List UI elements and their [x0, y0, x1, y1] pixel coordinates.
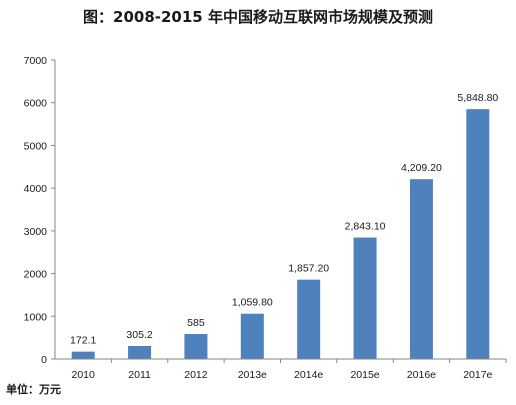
- data-label-2012: 585: [187, 317, 205, 329]
- data-label-2016e: 4,209.20: [401, 162, 442, 174]
- data-label-2011: 305.2: [126, 329, 152, 341]
- y-tick-label: 5000: [24, 140, 48, 152]
- bar-series: 172.1 305.2 585 1,059.80 1,857.20 2,843.10 4,2…: [70, 92, 498, 359]
- x-axis: 2010 2011 2012 2013e 2014e 2015e 2016e 2017e: [55, 358, 507, 381]
- data-label-2014e: 1,857.20: [288, 263, 329, 275]
- x-tick-label-2011: 2011: [128, 369, 151, 381]
- x-tick-label-2014e: 2014e: [294, 369, 323, 381]
- y-tick-label: 7000: [24, 55, 48, 67]
- bar-2013e: [240, 313, 264, 359]
- y-tick-label: 1000: [24, 311, 48, 323]
- bar-2015e: [353, 237, 377, 359]
- data-label-2015e: 2,843.10: [345, 221, 386, 233]
- bar-2011: [128, 345, 152, 359]
- x-tick-label-2010: 2010: [72, 369, 96, 381]
- y-tick-label: 2000: [24, 269, 48, 281]
- y-axis: 0 1000 2000 3000 4000 5000 6000 7000: [24, 55, 56, 366]
- bar-2012: [184, 334, 208, 359]
- bar-2010: [71, 351, 95, 359]
- y-tick-label: 0: [41, 354, 47, 366]
- x-tick-label-2013e: 2013e: [238, 369, 267, 381]
- bar-2014e: [297, 279, 321, 359]
- data-label-2017e: 5,848.80: [457, 92, 498, 104]
- bar-2017e: [466, 109, 490, 359]
- bar-2016e: [409, 179, 433, 359]
- y-tick-label: 6000: [24, 98, 48, 110]
- x-tick-label-2017e: 2017e: [463, 369, 492, 381]
- y-tick-label: 3000: [24, 226, 48, 238]
- unit-note: 单位：万元: [6, 383, 61, 396]
- x-tick-label-2016e: 2016e: [407, 369, 436, 381]
- data-label-2013e: 1,059.80: [232, 297, 273, 309]
- data-label-2010: 172.1: [70, 335, 96, 347]
- chart-title: 图：2008-2015 年中国移动互联网市场规模及预测: [83, 8, 433, 26]
- x-tick-label-2015e: 2015e: [350, 369, 379, 381]
- x-tick-label-2012: 2012: [184, 369, 208, 381]
- y-tick-label: 4000: [24, 183, 48, 195]
